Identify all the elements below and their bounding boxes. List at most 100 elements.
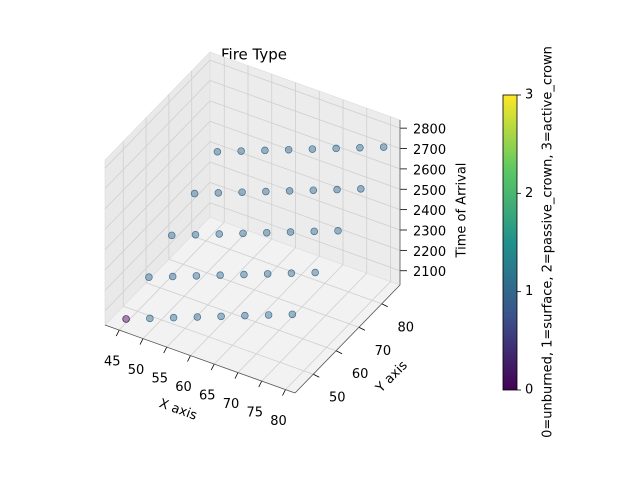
grid-line — [104, 100, 211, 210]
x-axis-label: X axis — [157, 396, 199, 424]
point — [145, 273, 153, 281]
y-axis-line — [294, 284, 401, 394]
point — [237, 147, 245, 155]
x-tick-label: 45 — [104, 355, 121, 370]
grid-line — [213, 255, 320, 365]
grid-line — [209, 202, 401, 272]
point — [239, 229, 247, 238]
x-tick-label: 60 — [175, 380, 192, 395]
point — [332, 144, 340, 153]
x-axis-line — [104, 324, 296, 394]
point — [261, 146, 269, 155]
z-tick-label: 2600 — [413, 163, 446, 178]
x-tick-label: 50 — [128, 363, 145, 378]
point — [215, 230, 224, 238]
grid-line — [118, 221, 225, 331]
x-tick — [234, 372, 239, 379]
colorbar — [502, 94, 518, 391]
y-tick — [313, 373, 320, 378]
z-tick-label: 2200 — [413, 245, 446, 260]
point — [264, 311, 273, 319]
y-tick-label: 50 — [329, 391, 346, 406]
point — [168, 272, 177, 281]
grid-line — [209, 100, 401, 170]
colorbar-tick-label: 1 — [525, 284, 533, 299]
point — [287, 269, 296, 277]
point — [284, 145, 293, 154]
point — [288, 310, 297, 319]
point — [333, 185, 341, 194]
point — [214, 189, 223, 197]
point — [310, 227, 319, 236]
grid-line — [190, 247, 296, 356]
grid-line — [104, 120, 211, 230]
grid-line — [209, 120, 401, 190]
point — [193, 313, 202, 321]
y-axis-label: Y axis — [373, 358, 411, 396]
z-axis-label: Time of Arrival — [455, 163, 470, 259]
x-tick-label: 75 — [246, 406, 263, 421]
y-tick-label: 80 — [397, 320, 414, 335]
x-tick-label: 80 — [270, 414, 287, 429]
point — [311, 268, 319, 277]
x-tick — [139, 338, 144, 345]
grid-line — [104, 141, 211, 250]
y-tick-label: 60 — [352, 367, 369, 382]
grid-line — [104, 182, 211, 291]
grid-line — [209, 161, 401, 231]
point — [334, 226, 342, 235]
point — [122, 315, 130, 323]
grid-line — [209, 141, 401, 211]
x-tick-label: 55 — [151, 372, 168, 387]
point — [216, 271, 224, 279]
grid-line — [285, 281, 391, 390]
point — [169, 313, 178, 322]
y-tick — [381, 303, 388, 308]
grid-line — [104, 80, 211, 189]
point — [356, 143, 364, 152]
grid-line — [209, 80, 401, 149]
z-tick-label: 2700 — [413, 143, 446, 158]
x-tick-label: 70 — [223, 397, 240, 412]
point — [357, 185, 365, 193]
point — [285, 187, 294, 195]
grid-line — [142, 230, 249, 339]
x-tick — [187, 355, 191, 362]
point — [263, 228, 271, 237]
y-tick — [335, 350, 343, 355]
point — [263, 270, 272, 278]
colorbar-tick-label: 2 — [525, 186, 533, 201]
grid-line — [191, 235, 382, 305]
grid-line — [209, 181, 401, 251]
colorbar-label: 0=unburned, 1=surface, 2=passive_crown, … — [541, 46, 556, 438]
point — [213, 147, 222, 156]
point — [309, 186, 318, 194]
y-tick — [358, 326, 366, 331]
grid-line — [237, 264, 344, 373]
z-tick-label: 2400 — [413, 204, 446, 219]
x-tick — [115, 329, 120, 337]
point — [262, 187, 270, 196]
point — [286, 228, 295, 236]
x-tick-label: 65 — [199, 389, 216, 404]
x-tick — [282, 389, 286, 396]
grid-line — [123, 305, 314, 375]
z-tick-label: 2800 — [413, 123, 446, 138]
point — [168, 231, 176, 240]
point — [379, 143, 388, 151]
x-tick — [210, 363, 215, 371]
grid-line — [261, 272, 368, 382]
chart-title: Fire Type — [221, 46, 287, 64]
z-tick-label: 2300 — [413, 225, 446, 240]
point — [238, 188, 246, 196]
point — [191, 230, 200, 239]
y-tick-label: 70 — [375, 344, 392, 359]
z-tick-label: 2100 — [413, 265, 446, 280]
grid-line — [104, 202, 211, 312]
grid-line — [104, 59, 211, 169]
point — [240, 270, 248, 279]
grid-line — [145, 282, 337, 352]
point — [190, 189, 199, 198]
grid-line — [166, 238, 273, 348]
